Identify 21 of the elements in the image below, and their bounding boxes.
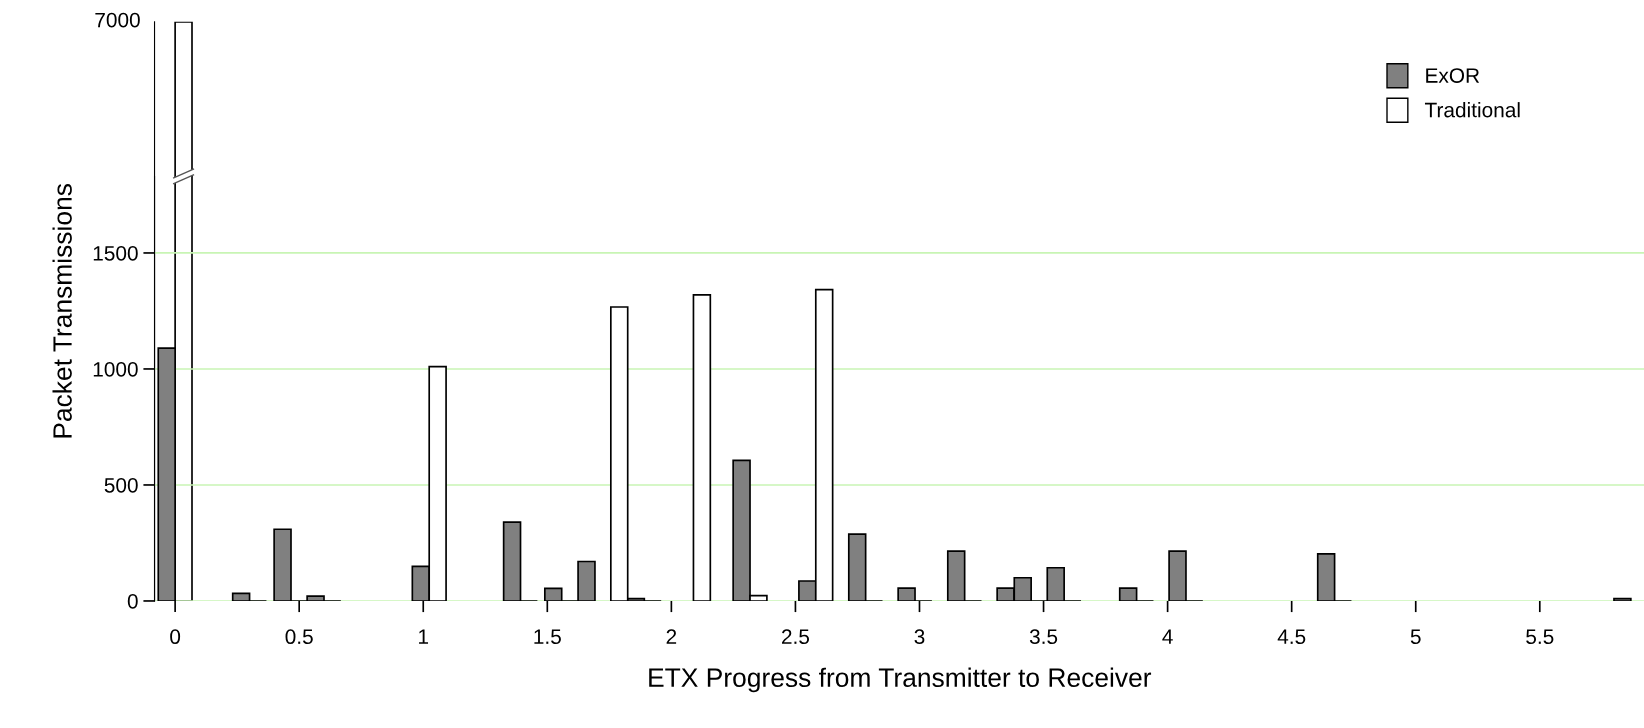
legend-label: ExOR [1426, 68, 1480, 83]
x-tick-label: 1.5 [534, 629, 561, 645]
y-tick-label: 0 [127, 593, 138, 609]
x-tick-label: 4.5 [1277, 629, 1306, 645]
y-tick-label: 500 [104, 477, 138, 493]
x-tick-label: 3.5 [1029, 629, 1058, 645]
x-tick-label: 5 [1410, 629, 1421, 645]
y-axis-title: Packet Transmissions [52, 184, 72, 438]
x-tick-label: 3 [914, 629, 925, 645]
x-tick-label: 4 [1162, 629, 1173, 644]
y-tick-label: 1500 [93, 245, 138, 261]
x-tick-label: 5.5 [1526, 629, 1554, 645]
x-tick-label: 0.5 [285, 629, 313, 645]
text: 7000 [95, 12, 140, 28]
x-tick-label: 2 [666, 629, 677, 644]
x-axis-title: ETX Progress from Transmitter to Receiver [649, 667, 1152, 693]
x-tick-label: 2.5 [782, 629, 810, 645]
x-tick-label: 0 [170, 629, 181, 645]
legend-label: Traditional [1424, 102, 1520, 118]
x-tick-label: 1 [419, 629, 429, 644]
y-tick-label: 1000 [93, 361, 138, 377]
